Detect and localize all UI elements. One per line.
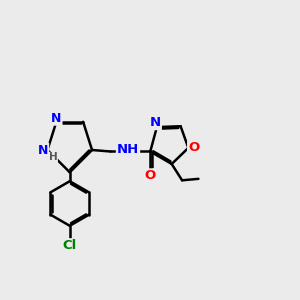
Text: O: O bbox=[188, 141, 199, 154]
Text: O: O bbox=[145, 169, 156, 182]
Text: Cl: Cl bbox=[63, 239, 77, 252]
Text: N: N bbox=[38, 143, 48, 157]
Text: NH: NH bbox=[117, 142, 139, 156]
Text: N: N bbox=[150, 116, 161, 129]
Text: H: H bbox=[49, 152, 57, 162]
Text: N: N bbox=[51, 112, 62, 125]
